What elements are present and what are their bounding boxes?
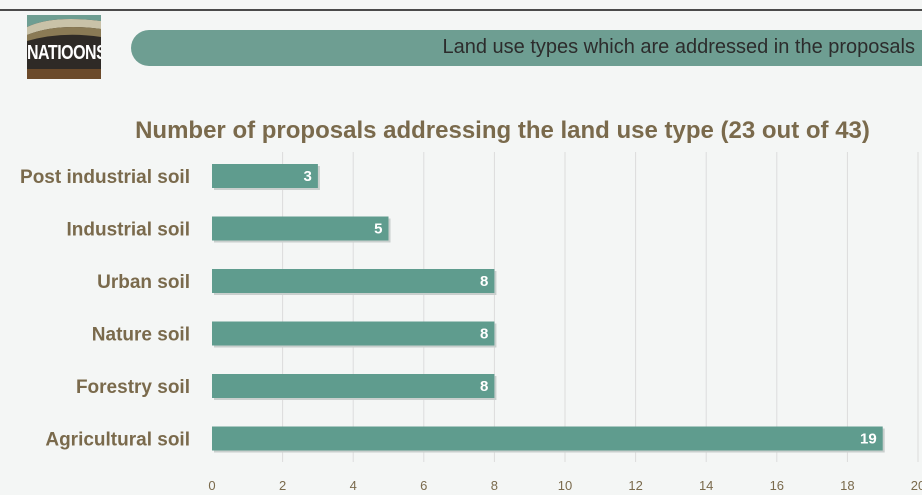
logo-text: NATIOONS bbox=[27, 42, 101, 64]
category-label: Industrial soil bbox=[66, 220, 190, 241]
x-tick-label: 8 bbox=[491, 478, 498, 493]
bar bbox=[212, 426, 883, 451]
bar bbox=[212, 216, 389, 241]
x-tick-label: 16 bbox=[770, 478, 784, 493]
bar bbox=[212, 321, 495, 346]
category-label: Nature soil bbox=[92, 325, 190, 346]
bar-value-label: 3 bbox=[304, 168, 312, 185]
header-banner: Land use types which are addressed in th… bbox=[131, 30, 922, 66]
x-tick-label: 0 bbox=[208, 478, 215, 493]
category-label: Forestry soil bbox=[76, 377, 190, 398]
x-tick-label: 14 bbox=[699, 478, 713, 493]
chart-title: Number of proposals addressing the land … bbox=[135, 117, 870, 144]
x-tick-label: 4 bbox=[350, 478, 357, 493]
category-label: Agricultural soil bbox=[45, 430, 190, 451]
bar-value-label: 5 bbox=[374, 221, 382, 238]
bar-value-label: 8 bbox=[480, 273, 488, 290]
logo-hills-icon bbox=[27, 15, 101, 79]
x-tick-label: 12 bbox=[628, 478, 642, 493]
grid-lines bbox=[282, 152, 919, 462]
x-tick-labels: 0 2 4 6 8 10 12 14 16 18 20 bbox=[208, 478, 922, 493]
category-label: Post industrial soil bbox=[20, 167, 190, 188]
bar bbox=[212, 374, 495, 398]
bar bbox=[212, 164, 318, 188]
bar-value-label: 19 bbox=[860, 431, 877, 448]
natioons-logo: NATIOONS bbox=[27, 15, 101, 79]
bar-value-label: 8 bbox=[480, 378, 488, 395]
bar bbox=[212, 269, 495, 293]
x-tick-label: 10 bbox=[558, 478, 572, 493]
top-rule bbox=[0, 9, 922, 11]
x-tick-label: 6 bbox=[420, 478, 427, 493]
category-labels: Post industrial soil Industrial soil Urban… bbox=[20, 167, 190, 451]
x-tick-label: 20 bbox=[911, 478, 922, 493]
category-label: Urban soil bbox=[97, 272, 190, 293]
bar-value-label: 8 bbox=[480, 326, 488, 343]
x-tick-label: 2 bbox=[279, 478, 286, 493]
banner-title: Land use types which are addressed in th… bbox=[442, 36, 915, 58]
x-tick-label: 18 bbox=[840, 478, 854, 493]
bars: 3 5 8 8 8 19 bbox=[212, 164, 885, 453]
